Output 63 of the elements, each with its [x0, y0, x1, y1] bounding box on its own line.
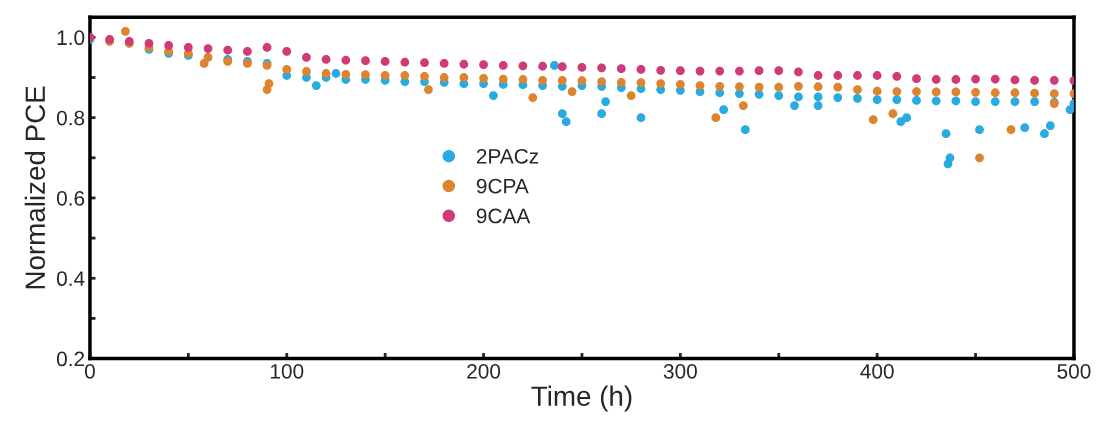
point	[302, 53, 311, 62]
point	[597, 63, 607, 73]
point	[321, 55, 331, 64]
y-axis-title: Normalized PCE	[24, 86, 46, 289]
x-tick-label: 500	[1057, 363, 1091, 379]
x-tick-label: 300	[663, 363, 697, 379]
x-tick-label: 0	[84, 363, 95, 379]
point	[853, 71, 862, 80]
point	[341, 55, 351, 65]
point	[400, 57, 410, 67]
y-tick-label: 0.4	[56, 271, 85, 287]
y-tick-label: 0.6	[56, 190, 85, 206]
point	[892, 71, 902, 81]
point	[518, 61, 528, 71]
legend-label: 9CPA	[476, 178, 529, 194]
point	[459, 59, 469, 69]
legend-label: 2PACz	[476, 148, 539, 164]
point	[439, 59, 449, 68]
point	[538, 61, 547, 71]
point	[144, 38, 154, 48]
point	[1030, 75, 1039, 85]
x-tick-label: 200	[467, 363, 501, 379]
point	[183, 43, 193, 52]
y-tick-label: 0.2	[56, 351, 85, 367]
point	[420, 58, 429, 68]
point	[262, 43, 272, 52]
point	[498, 61, 508, 70]
point	[912, 74, 921, 84]
point	[656, 65, 666, 75]
point	[636, 65, 646, 74]
point	[951, 75, 961, 84]
y-tick-label: 1.0	[57, 30, 85, 46]
point	[557, 62, 567, 72]
point	[695, 66, 705, 76]
point	[675, 66, 685, 76]
point	[735, 66, 744, 76]
x-tick-label: 100	[270, 363, 304, 379]
point	[872, 71, 882, 80]
point	[616, 64, 626, 74]
point	[1049, 75, 1059, 85]
point	[774, 66, 784, 76]
point	[1010, 75, 1020, 85]
point	[813, 71, 823, 80]
point	[577, 63, 587, 72]
point	[931, 75, 941, 84]
point	[223, 45, 233, 55]
point	[282, 47, 292, 56]
point	[243, 47, 252, 56]
point	[203, 44, 213, 53]
point	[361, 56, 370, 66]
point	[971, 74, 980, 84]
legend-label: 9CAA	[476, 208, 531, 224]
point	[715, 66, 725, 76]
point	[479, 60, 488, 70]
point	[380, 57, 390, 66]
x-tick-label: 400	[860, 363, 894, 379]
point	[164, 40, 174, 50]
point	[990, 74, 1000, 84]
y-tick-label: 0.8	[56, 110, 85, 126]
point	[833, 71, 843, 80]
x-axis-title: Time (h)	[531, 385, 632, 412]
point	[794, 67, 803, 77]
point	[754, 66, 764, 76]
